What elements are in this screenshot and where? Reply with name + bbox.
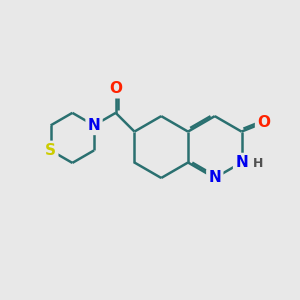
Text: N: N <box>208 170 221 185</box>
Text: O: O <box>257 115 270 130</box>
Text: N: N <box>235 155 248 170</box>
Text: H: H <box>253 157 263 169</box>
Text: N: N <box>88 118 100 133</box>
Text: S: S <box>45 143 56 158</box>
Text: O: O <box>109 81 122 96</box>
